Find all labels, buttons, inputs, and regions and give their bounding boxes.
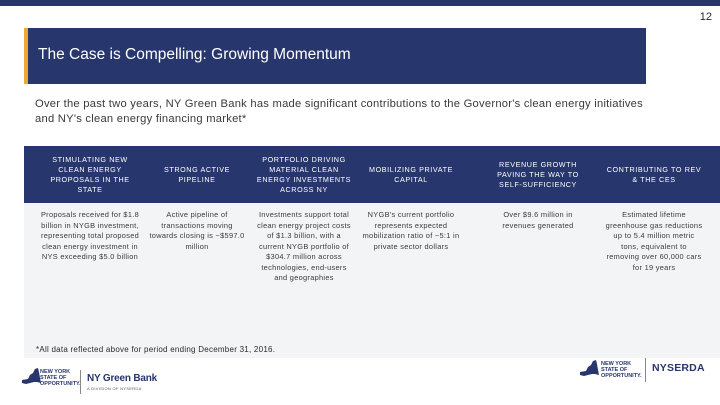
intro-text: Over the past two years, NY Green Bank h… <box>35 98 644 125</box>
top-bar <box>0 0 720 6</box>
title-accent <box>24 28 28 84</box>
pillar-header: MOBILIZING PRIVATE CAPITAL <box>368 164 453 184</box>
ny-state-map-icon <box>22 368 41 384</box>
pillar-body: Estimated lifetime greenhouse gas reduct… <box>605 210 703 272</box>
footnote: *All data reflected above for period end… <box>36 345 276 354</box>
page-title: The Case is Compelling: Growing Momentum <box>38 46 351 63</box>
ny-state-map-icon <box>580 360 599 376</box>
ny-state-wordmark: NEW YORK STATE OF OPPORTUNITY. <box>40 369 81 387</box>
pillar-header: STRONG ACTIVE PIPELINE <box>163 164 231 184</box>
ny-state-wordmark: NEW YORK STATE OF OPPORTUNITY. <box>601 361 642 379</box>
ny-green-bank-subtitle: A DIVISION OF NYSERDA <box>87 386 142 391</box>
page-number: 12 <box>699 11 712 23</box>
pillar-body: NYGB's current portfolio represents expe… <box>362 210 460 251</box>
pillar-body: Proposals received for $1.8 billion in N… <box>40 210 140 261</box>
pillar-header: PORTFOLIO DRIVING MATERIAL CLEAN ENERGY … <box>256 154 352 194</box>
pillar-body: Investments support total clean energy p… <box>257 210 351 282</box>
ny-green-bank-logo: NY Green Bank <box>87 373 158 384</box>
pillar-header: REVENUE GROWTH PAVING THE WAY TO SELF-SU… <box>497 159 579 189</box>
pillars-header-band <box>24 146 720 203</box>
pillar-body: Over $9.6 million in revenues generated <box>502 210 574 230</box>
logo-divider <box>645 358 646 382</box>
title-band <box>24 28 646 84</box>
pillar-header: STIMULATING NEW CLEAN ENERGY PROPOSALS I… <box>50 154 130 194</box>
logo-divider <box>80 370 81 394</box>
pillar-body: Active pipeline of transactions moving t… <box>149 210 245 251</box>
pillar-header: CONTRIBUTING TO REV & THE CES <box>606 164 702 184</box>
nyserda-logo: NYSERDA <box>652 362 705 374</box>
